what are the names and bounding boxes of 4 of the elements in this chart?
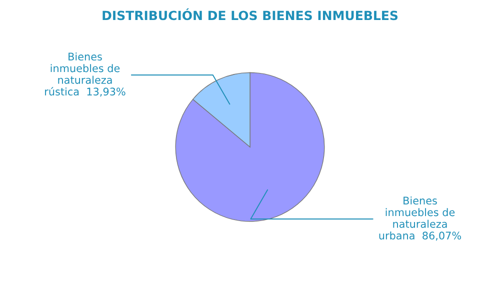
slice-label: Bienes inmuebles de naturaleza rústica 13,93% [45, 52, 126, 97]
chart-title: DISTRIBUCIÓN DE LOS BIENES INMUEBLES [102, 8, 398, 20]
slice-label: Bienes inmuebles de naturaleza urbana 86,07% [379, 196, 462, 241]
pie-slice [175, 72, 325, 222]
